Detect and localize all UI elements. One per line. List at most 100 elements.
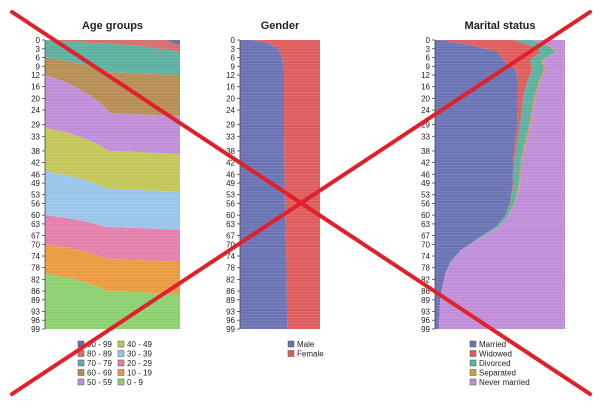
y-tick-label: 99 [226, 325, 235, 334]
legend-label: 70 - 79 [87, 359, 112, 368]
legend-label: Widowed [479, 350, 512, 359]
area-series-female [252, 40, 320, 329]
area-series-divorced [438, 40, 557, 329]
legend-label: Male [297, 340, 315, 349]
y-tick-label: 70 [421, 240, 430, 249]
y-tick-label: 67 [226, 232, 235, 241]
y-tick-label: 82 [31, 275, 40, 284]
y-tick-label: 70 [31, 240, 40, 249]
area-series-50-59 [45, 40, 180, 329]
legend-label: Separated [479, 369, 516, 378]
chart-title: Marital status [465, 20, 536, 32]
y-tick-label: 96 [421, 316, 430, 325]
y-tick-label: 20 [31, 94, 40, 103]
y-tick-label: 93 [226, 307, 235, 316]
y-tick-label: 86 [226, 287, 235, 296]
y-tick-label: 46 [421, 170, 430, 179]
y-tick-label: 29 [421, 121, 430, 130]
y-tick-label: 67 [421, 232, 430, 241]
y-tick-label: 63 [226, 220, 235, 229]
area-series-widowed [438, 40, 542, 329]
y-tick-label: 53 [226, 191, 235, 200]
area-series-0-9 [45, 40, 180, 329]
legend-label: Never married [479, 378, 530, 387]
legend-swatch [469, 350, 477, 357]
y-tick-label: 74 [421, 252, 430, 261]
legend-label: 0 - 9 [127, 378, 144, 387]
y-tick-label: 46 [31, 170, 40, 179]
y-tick-label: 96 [226, 316, 235, 325]
y-tick-label: 9 [426, 62, 431, 71]
y-tick-label: 12 [226, 71, 235, 80]
y-tick-label: 20 [226, 94, 235, 103]
y-tick-label: 16 [421, 83, 430, 92]
y-tick-label: 0 [426, 36, 431, 45]
y-tick-label: 49 [31, 179, 40, 188]
legend-swatch [77, 369, 85, 376]
y-tick-label: 12 [421, 71, 430, 80]
y-tick-label: 42 [31, 159, 40, 168]
y-tick-label: 46 [226, 170, 235, 179]
y-tick-label: 42 [421, 159, 430, 168]
y-tick-label: 60 [421, 211, 430, 220]
y-tick-label: 89 [421, 296, 430, 305]
chart-title: Age groups [82, 20, 143, 32]
y-tick-label: 74 [31, 252, 40, 261]
y-tick-label: 3 [231, 45, 236, 54]
legend-swatch [469, 359, 477, 367]
y-tick-label: 56 [226, 199, 235, 208]
legend-swatch [287, 350, 295, 357]
legend-label: Female [297, 350, 324, 359]
y-tick-label: 99 [421, 325, 430, 334]
area-series-60-69 [45, 40, 180, 329]
y-tick-label: 49 [226, 179, 235, 188]
legend-label: 20 - 29 [127, 359, 152, 368]
legend-label: Married [479, 340, 506, 349]
y-tick-label: 67 [31, 232, 40, 241]
area-series-married [435, 40, 519, 329]
legend-swatch [469, 340, 477, 348]
y-tick-label: 74 [226, 252, 235, 261]
y-tick-label: 12 [31, 71, 40, 80]
y-tick-label: 9 [231, 62, 236, 71]
legend-swatch [117, 359, 125, 367]
legend-label: 10 - 19 [127, 369, 152, 378]
legend-label: 50 - 59 [87, 378, 112, 387]
y-tick-label: 86 [31, 287, 40, 296]
y-tick-label: 56 [31, 199, 40, 208]
cross-out-line [10, 10, 592, 396]
y-tick-label: 96 [31, 316, 40, 325]
y-tick-label: 49 [421, 179, 430, 188]
y-tick-label: 16 [31, 83, 40, 92]
y-tick-label: 99 [31, 325, 40, 334]
y-tick-label: 38 [421, 147, 430, 156]
y-tick-label: 3 [426, 45, 431, 54]
legend-label: Divorced [479, 359, 511, 368]
y-tick-label: 60 [31, 211, 40, 220]
legend-swatch [287, 340, 295, 348]
y-tick-label: 24 [31, 106, 40, 115]
area-series-40-49 [45, 40, 180, 329]
y-tick-label: 86 [421, 287, 430, 296]
y-tick-label: 53 [31, 191, 40, 200]
legend-swatch [117, 369, 125, 376]
area-series-10-19 [45, 40, 180, 329]
y-tick-label: 78 [421, 264, 430, 273]
y-tick-label: 38 [31, 147, 40, 156]
y-tick-label: 89 [226, 296, 235, 305]
y-tick-label: 93 [31, 307, 40, 316]
y-tick-label: 16 [226, 83, 235, 92]
legend-swatch [469, 378, 477, 386]
y-tick-label: 63 [421, 220, 430, 229]
y-tick-label: 33 [31, 132, 40, 141]
legend-swatch [77, 378, 85, 386]
area-series-20-29 [45, 40, 180, 329]
y-tick-label: 42 [226, 159, 235, 168]
y-tick-label: 82 [226, 275, 235, 284]
y-tick-label: 60 [226, 211, 235, 220]
legend-swatch [117, 378, 125, 386]
y-tick-label: 56 [421, 199, 430, 208]
